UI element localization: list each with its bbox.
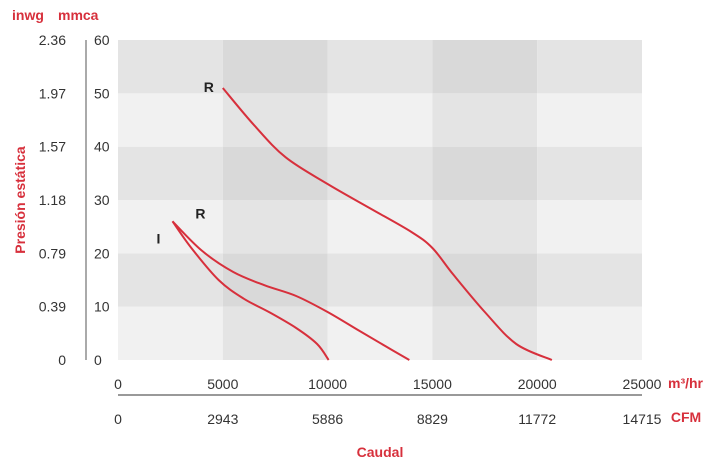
background-cell <box>222 93 328 147</box>
y-tick-label-inwg: 1.57 <box>39 139 66 155</box>
x-tick-label-m3hr: 5000 <box>207 376 238 392</box>
y-tick-label-mmca: 40 <box>94 139 110 155</box>
x-tick-label-cfm: 2943 <box>207 411 238 427</box>
x-tick-label-m3hr: 0 <box>114 376 122 392</box>
background-cell <box>537 146 642 200</box>
x-tick-label-cfm: 0 <box>114 411 122 427</box>
curve-label-2: R <box>195 205 205 221</box>
x-tick-label-m3hr: 20000 <box>518 376 557 392</box>
labels-layer: 00100.39200.79301.18401.57501.97602.3600… <box>39 32 662 427</box>
plot-background <box>118 40 642 360</box>
background-cell <box>327 200 433 254</box>
background-cell <box>432 93 538 147</box>
background-cell <box>432 253 538 307</box>
y-tick-label-mmca: 50 <box>94 85 110 101</box>
background-cell <box>537 200 642 254</box>
curve-3 <box>171 220 330 361</box>
x-tick-label-m3hr: 15000 <box>413 376 452 392</box>
y-tick-label-inwg: 2.36 <box>39 32 66 48</box>
x-tick-label-cfm: 8829 <box>417 411 448 427</box>
background-cell <box>222 40 328 94</box>
y-axis-title: Presión estática <box>12 146 28 254</box>
y-tick-label-inwg: 1.97 <box>39 85 66 101</box>
y-tick-label-inwg: 1.18 <box>39 192 66 208</box>
background-cell <box>537 93 642 147</box>
y-tick-label-mmca: 10 <box>94 299 110 315</box>
background-cell <box>327 93 433 147</box>
background-cell <box>432 40 538 94</box>
background-cell <box>537 40 642 94</box>
y-tick-label-mmca: 60 <box>94 32 110 48</box>
y-tick-label-inwg: 0 <box>58 352 66 368</box>
curves-layer <box>171 87 553 361</box>
background-cell <box>118 146 223 200</box>
background-cell <box>327 146 433 200</box>
background-cell <box>222 200 328 254</box>
background-cell <box>537 253 642 307</box>
background-cell <box>118 306 223 360</box>
y-tick-label-inwg: 0.79 <box>39 245 66 261</box>
background-cell <box>222 253 328 307</box>
background-cell <box>118 200 223 254</box>
unit-cfm: CFM <box>671 409 701 425</box>
background-cell <box>327 306 433 360</box>
y-tick-label-mmca: 20 <box>94 245 110 261</box>
x-tick-label-cfm: 14715 <box>623 411 662 427</box>
y-tick-label-mmca: 30 <box>94 192 110 208</box>
background-cell <box>222 146 328 200</box>
curve-1 <box>222 87 553 361</box>
background-cell <box>537 306 642 360</box>
background-cell <box>327 253 433 307</box>
unit-mmca: mmca <box>58 7 99 23</box>
curve-label-1: R <box>204 79 214 95</box>
unit-inwg: inwg <box>12 7 44 23</box>
unit-m3hr: m³/hr <box>668 375 704 391</box>
background-cell <box>432 146 538 200</box>
y-tick-label-inwg: 0.39 <box>39 299 66 315</box>
x-tick-label-cfm: 11772 <box>518 411 556 427</box>
background-cell <box>327 40 433 94</box>
background-cell <box>118 93 223 147</box>
curve-label-3: I <box>157 230 161 246</box>
x-tick-label-m3hr: 25000 <box>623 376 662 392</box>
background-cell <box>118 253 223 307</box>
background-cell <box>118 40 223 94</box>
x-tick-label-cfm: 5886 <box>312 411 343 427</box>
x-axis-title: Caudal <box>357 444 404 460</box>
x-tick-label-m3hr: 10000 <box>308 376 347 392</box>
curve-2 <box>171 220 410 361</box>
y-tick-label-mmca: 0 <box>94 352 102 368</box>
background-cell <box>432 200 538 254</box>
background-cell <box>432 306 538 360</box>
